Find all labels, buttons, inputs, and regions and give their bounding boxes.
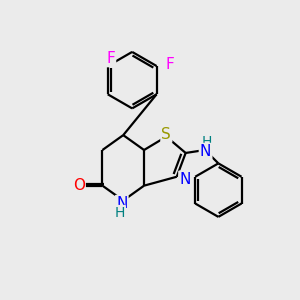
Text: S: S — [161, 127, 171, 142]
Text: F: F — [166, 57, 174, 72]
Text: F: F — [106, 51, 115, 66]
Text: H: H — [201, 135, 212, 149]
Text: H: H — [115, 206, 125, 220]
Text: N: N — [179, 172, 191, 187]
Text: N: N — [200, 144, 211, 159]
Text: O: O — [73, 178, 85, 193]
Text: N: N — [116, 196, 128, 211]
